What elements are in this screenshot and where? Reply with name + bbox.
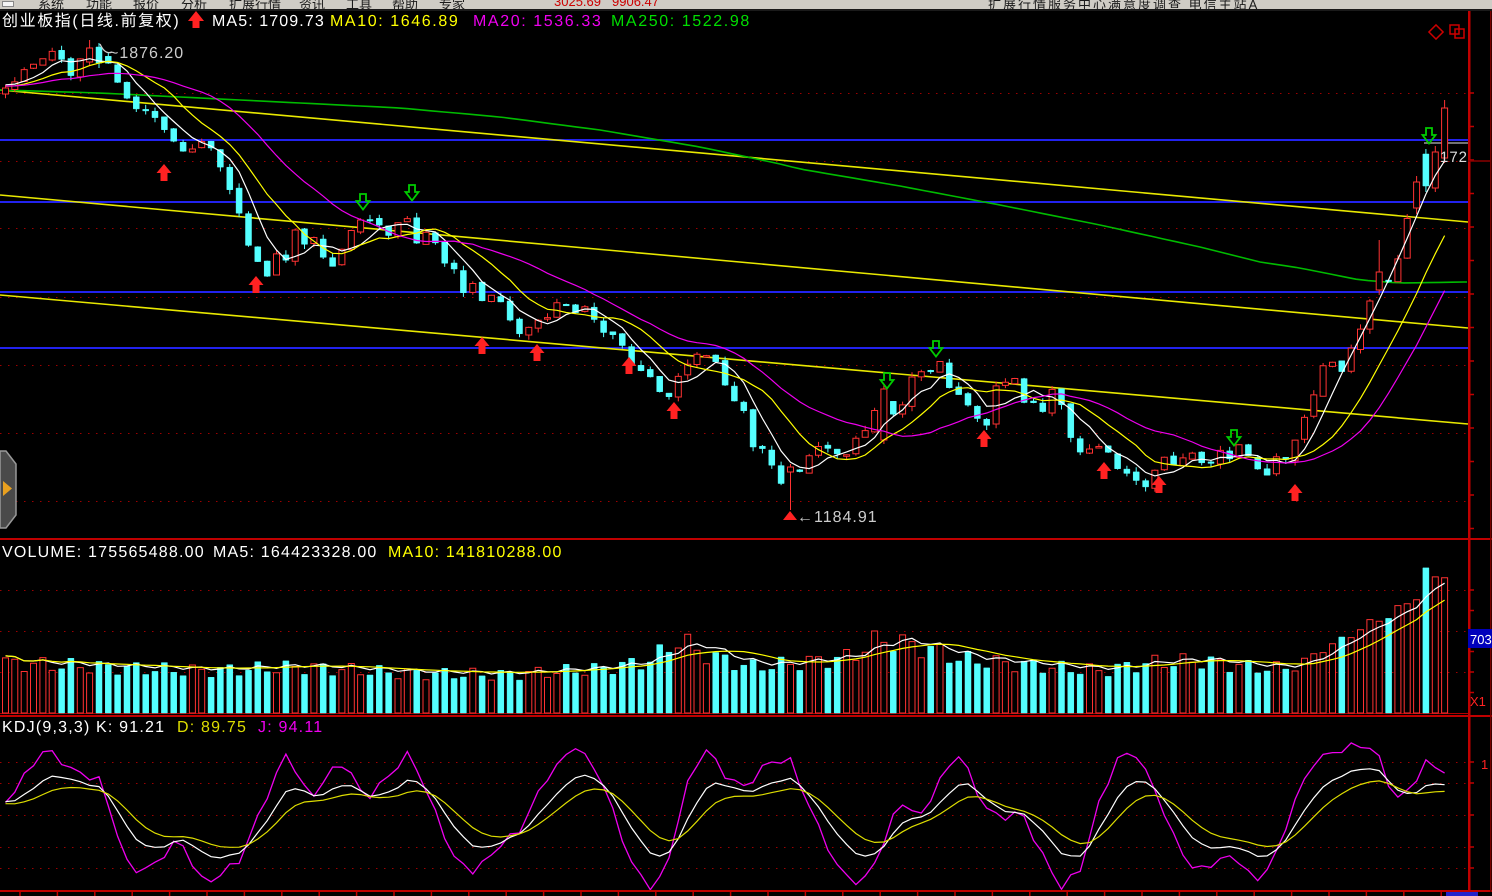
svg-text:1: 1 xyxy=(1481,757,1488,772)
svg-text:VOLUME: 175565488.00: VOLUME: 175565488.00 xyxy=(2,544,205,561)
svg-text:K: 91.21: K: 91.21 xyxy=(96,719,165,736)
svg-text:MA5: 164423328.00: MA5: 164423328.00 xyxy=(213,544,378,561)
svg-text:创业板指(日线.前复权): 创业板指(日线.前复权) xyxy=(2,12,180,30)
svg-text:MA250: 1522.98: MA250: 1522.98 xyxy=(611,13,751,30)
svg-text:703: 703 xyxy=(1470,632,1492,647)
svg-text:X1: X1 xyxy=(1470,694,1486,709)
svg-text:MA5: 1709.73: MA5: 1709.73 xyxy=(212,13,325,30)
svg-text:172: 172 xyxy=(1440,149,1468,166)
svg-text:MA20: 1536.33: MA20: 1536.33 xyxy=(473,13,602,30)
svg-text:~1876.20: ~1876.20 xyxy=(109,45,184,62)
svg-text:J: 94.11: J: 94.11 xyxy=(258,719,323,736)
svg-text:←1184.91: ←1184.91 xyxy=(797,509,878,526)
svg-text:D: 89.75: D: 89.75 xyxy=(177,719,247,736)
svg-text:MA10: 1646.89: MA10: 1646.89 xyxy=(330,13,459,30)
svg-text:MA10: 141810288.00: MA10: 141810288.00 xyxy=(388,544,563,561)
svg-text:KDJ(9,3,3): KDJ(9,3,3) xyxy=(2,719,90,736)
